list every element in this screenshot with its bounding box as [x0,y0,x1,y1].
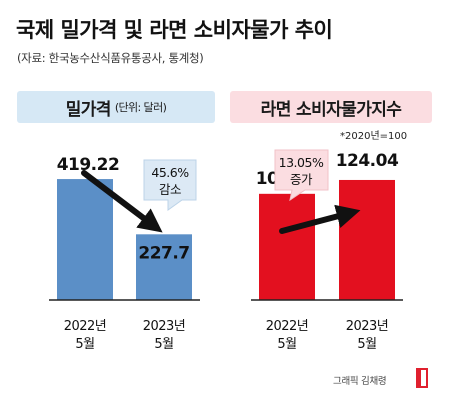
change-word-ramen: 증가 [290,172,313,187]
chart-title: 국제 밀가격 및 라면 소비자물가 추이 [16,18,333,42]
change-pct-ramen: 13.05% [279,155,324,170]
trend-arrow-ramen [279,204,361,234]
change-pct-wheat: 45.6% [151,165,189,180]
data-label-ramen-2023: 124.04 [336,151,399,171]
bar-wheat-2022 [57,179,113,300]
base-year-note: *2020년=100 [340,131,408,142]
data-label-wheat-2022: 419.22 [57,155,120,175]
panel-header-ramen: 라면 소비자물가지수 [230,91,432,123]
brand-logo-icon [416,368,428,388]
tick-label-wheat-0-year: 2022년 [64,319,107,334]
tick-label-ramen-0-year: 2022년 [266,319,309,334]
change-callout-ramen [274,149,329,202]
panel-header-wheat: 밀가격 (단위: 달러) [17,91,215,123]
panel-title-wheat: 밀가격 [65,99,112,120]
panel-title-ramen: 라면 소비자물가지수 [260,99,402,120]
trend-arrow-wheat [81,170,163,233]
bar-ramen-2022 [259,193,315,300]
unit-label: (단위: 달러) [114,101,167,114]
graphic-credit: 그래픽 김채령 [333,376,387,387]
data-label-wheat-2023: 227.7 [138,243,189,263]
change-callout-wheat [143,159,197,211]
change-word-wheat: 감소 [159,182,181,197]
tick-label-ramen-1-year: 2023년 [346,319,389,334]
tick-label-ramen-0-month: 5월 [277,337,296,352]
source-note: (자료: 한국농수산식품유통공사, 통계청) [17,51,204,65]
bar-ramen-2023 [339,179,395,300]
tick-label-wheat-0-month: 5월 [75,337,94,352]
bar-wheat-2023 [136,234,192,300]
tick-label-ramen-1-month: 5월 [357,337,376,352]
tick-label-wheat-1-month: 5월 [154,337,173,352]
tick-label-wheat-1-year: 2023년 [143,319,186,334]
